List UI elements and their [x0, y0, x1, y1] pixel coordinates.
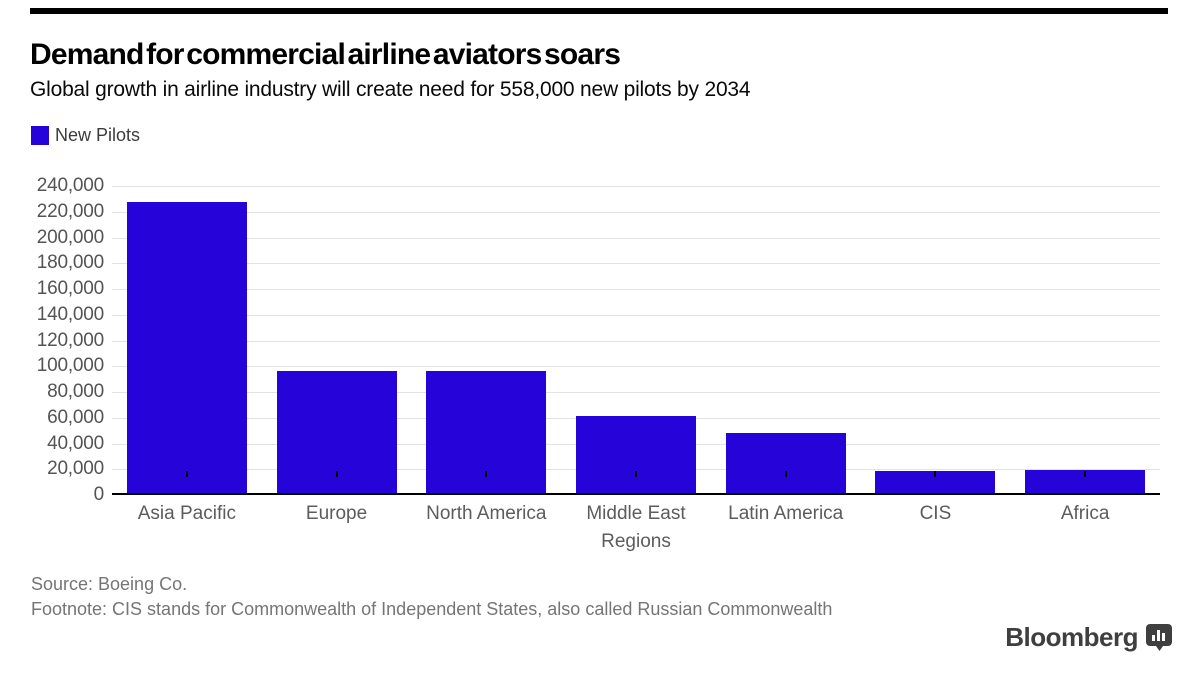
gridline	[112, 237, 1160, 239]
legend: New Pilots	[31, 125, 140, 146]
gridline	[112, 186, 1160, 187]
y-tick-label: 160,000	[36, 278, 104, 299]
y-tick-label: 60,000	[47, 406, 104, 428]
x-tick-label: CIS	[919, 503, 952, 524]
bar-asia-pacific	[127, 202, 247, 493]
y-tick-label: 40,000	[47, 432, 104, 454]
y-tick-label: 180,000	[36, 252, 104, 274]
x-tick-label: North America	[426, 503, 547, 524]
bar-chart: 0 20,000 40,000 60,000 80,000 100,000 120,000 1…	[0, 160, 1200, 560]
y-tick-label: 0	[93, 484, 105, 505]
x-axis-tick	[485, 471, 488, 477]
gridline	[112, 263, 1160, 265]
bar-latin-america	[726, 432, 846, 493]
bloomberg-logo-text: Bloomberg	[1005, 622, 1138, 652]
y-tick-label: 120,000	[36, 329, 104, 351]
y-tick-label: 20,000	[47, 458, 104, 480]
gridline	[112, 289, 1160, 290]
gridline	[112, 366, 1160, 368]
y-tick-label: 200,000	[36, 226, 104, 248]
x-axis-title: Regions	[601, 531, 671, 552]
gridline	[112, 211, 1160, 213]
x-axis-tick	[784, 471, 787, 477]
y-tick-label: 140,000	[36, 303, 104, 325]
source-text: Source: Boeing Co.	[31, 574, 188, 594]
top-rule	[30, 8, 1168, 14]
x-tick-label: Europe	[305, 503, 368, 524]
x-axis-tick	[1084, 471, 1087, 477]
x-axis-tick	[635, 471, 637, 477]
x-tick-label: Africa	[1060, 503, 1110, 524]
bar-africa	[1025, 469, 1145, 493]
bar-cis	[875, 471, 995, 493]
footnote-text: Footnote: CIS stands for Commonwealth of…	[31, 599, 833, 619]
y-axis-labels: 0 20,000 40,000 60,000 80,000 100,000 120,000 1…	[0, 175, 104, 505]
legend-swatch-new-pilots	[31, 126, 49, 145]
x-axis-tick	[335, 471, 338, 477]
y-tick-label: 80,000	[47, 381, 104, 402]
y-tick-label: 240,000	[36, 175, 104, 196]
y-tick-label: 220,000	[36, 200, 104, 222]
footer: Source: Boeing Co. Footnote: CIS stands …	[31, 574, 832, 621]
plot-area	[112, 186, 1160, 495]
bloomberg-logo: Bloomberg	[1005, 622, 1172, 653]
gridline	[112, 314, 1160, 316]
bar-chart-bubble-icon	[1146, 623, 1172, 651]
x-axis-tick	[934, 471, 937, 477]
x-axis-tick	[185, 471, 188, 477]
x-tick-label: Middle East	[586, 503, 686, 524]
x-tick-label: Asia Pacific	[137, 503, 236, 524]
chart-subtitle: Global growth in airline industry will c…	[30, 78, 751, 101]
gridline	[112, 392, 1160, 393]
chart-title: Demand for commercial airline aviators s…	[30, 38, 621, 71]
gridline	[112, 340, 1160, 342]
legend-label: New Pilots	[55, 125, 141, 145]
x-tick-label: Latin America	[728, 503, 844, 524]
bar-middle-east	[576, 415, 696, 493]
y-tick-label: 100,000	[36, 355, 104, 377]
